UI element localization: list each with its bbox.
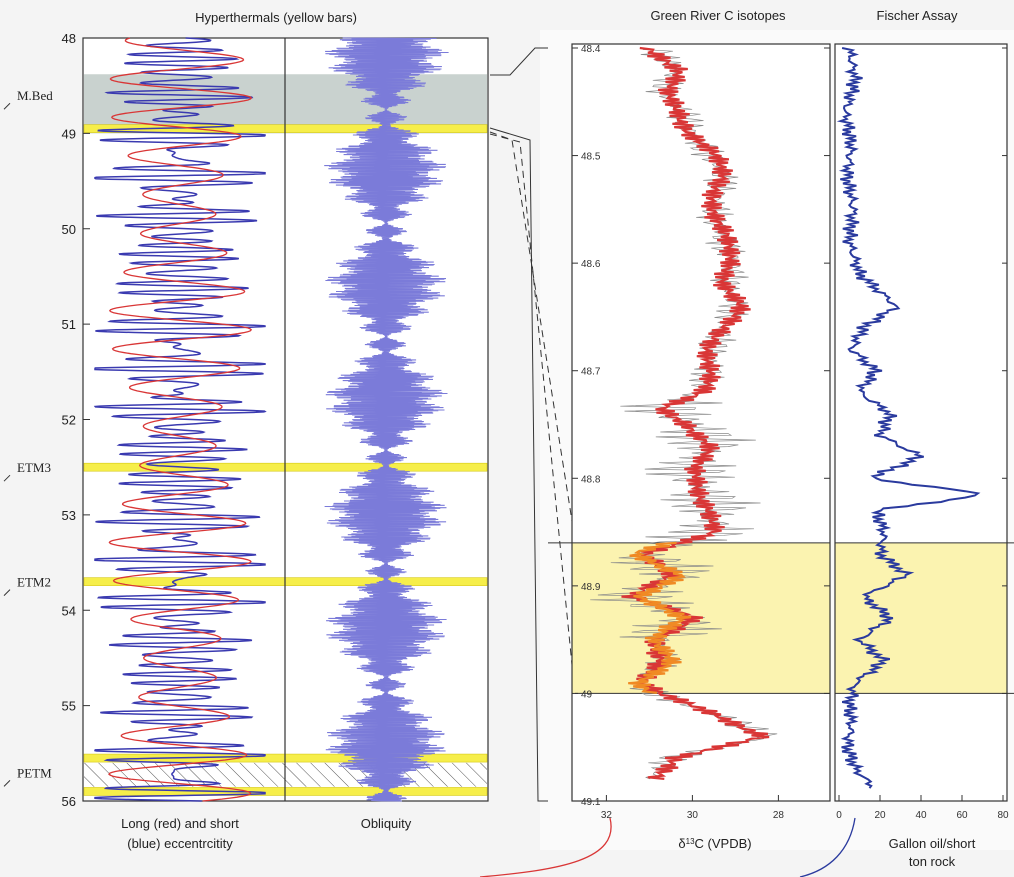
event-marker xyxy=(3,780,11,787)
isotope-smoothed-series xyxy=(621,46,770,780)
connector-dashed-2 xyxy=(489,133,576,696)
event-marker xyxy=(3,589,11,596)
age-tick-label: 56 xyxy=(62,794,76,809)
fischer-panel: 0 20 40 60 80 Gallon oil/short ton rock xyxy=(834,43,1014,869)
left-age-axis: 48 49 50 51 52 53 54 55 56 xyxy=(62,31,90,809)
obliquity-xlabel: Obliquity xyxy=(361,816,412,831)
connector-dashed-1 xyxy=(489,131,576,541)
isotope-age-label: 48.9 xyxy=(581,582,601,593)
age-tick-label: 53 xyxy=(62,508,76,523)
fischer-series xyxy=(836,47,981,789)
fischer-xlabel-line2: ton rock xyxy=(909,854,956,869)
isotope-x-axis: 32 30 28 xyxy=(601,795,785,821)
fischer-x-axis: 0 20 40 60 80 xyxy=(836,795,1009,821)
isotope-panel-title: Green River C isotopes xyxy=(650,8,786,23)
event-labels: M.Bed ETM3 ETM2 PETM xyxy=(3,88,53,787)
fischer-line xyxy=(836,47,981,789)
obliquity-line xyxy=(324,37,449,802)
fischer-xlabel-line1: Gallon oil/short xyxy=(889,836,976,851)
isotope-age-label: 48.6 xyxy=(581,259,601,270)
isotope-xlabel: δ13C (VPDB) xyxy=(678,836,751,851)
fischer-x-label: 40 xyxy=(915,810,927,821)
age-tick-label: 55 xyxy=(62,699,76,714)
short-eccentricity-line xyxy=(93,37,267,802)
eccentricity-curves xyxy=(93,37,267,802)
fischer-highlight-band xyxy=(835,542,1014,694)
fischer-panel-title: Fischer Assay xyxy=(877,8,958,23)
isotope-band-segment xyxy=(628,541,692,694)
isotope-age-axis: 48.4 48.5 48.6 48.7 48.8 48.9 49 49.1 xyxy=(572,44,830,808)
correlation-connectors xyxy=(489,47,576,802)
fischer-x-label: 80 xyxy=(997,810,1009,821)
decorative-blue-swoosh xyxy=(799,817,856,877)
fischer-x-label: 20 xyxy=(874,810,886,821)
event-label: PETM xyxy=(17,765,52,780)
fischer-x-label: 60 xyxy=(956,810,968,821)
decorative-red-swoosh xyxy=(479,817,612,877)
obliquity-curve xyxy=(324,37,449,802)
event-marker xyxy=(3,102,11,110)
connector-bottom xyxy=(489,127,548,802)
isotope-smoothed-line xyxy=(621,46,770,780)
age-tick-label: 51 xyxy=(62,317,76,332)
fischer-yellow-band xyxy=(835,542,1007,694)
left-panel: 48 49 50 51 52 53 54 55 56 M.Bed ETM3 ETM2 PETM Lon… xyxy=(3,31,489,851)
age-tick-label: 50 xyxy=(62,222,76,237)
age-tick-label: 48 xyxy=(62,31,76,46)
isotope-panel: 48.4 48.5 48.6 48.7 48.8 48.9 49 49.1 32 30 28 δ1… xyxy=(548,43,831,851)
connector-top xyxy=(490,47,548,76)
long-eccentricity-line xyxy=(108,37,253,802)
event-marker xyxy=(3,474,11,482)
isotope-age-label: 48.5 xyxy=(581,152,601,163)
isotope-age-label: 48.8 xyxy=(581,474,601,485)
fischer-x-label: 0 xyxy=(836,810,842,821)
isotope-x-label: 30 xyxy=(687,810,699,821)
isotope-x-label: 28 xyxy=(773,810,785,821)
left-panel-title: Hyperthermals (yellow bars) xyxy=(195,10,357,25)
isotope-age-label: 48.4 xyxy=(581,44,601,55)
eccentricity-xlabel-line1: Long (red) and short xyxy=(121,816,239,831)
isotope-age-label: 49.1 xyxy=(581,797,601,808)
isotope-panel-frame xyxy=(571,43,831,802)
isotope-age-label: 49 xyxy=(581,689,593,700)
eccentricity-xlabel-line2: (blue) eccentrcitity xyxy=(127,836,233,851)
isotope-x-label: 32 xyxy=(601,810,613,821)
isotope-age-label: 48.7 xyxy=(581,367,601,378)
event-label: ETM2 xyxy=(17,575,51,590)
age-tick-label: 49 xyxy=(62,126,76,141)
age-tick-label: 54 xyxy=(62,603,76,618)
age-tick-label: 52 xyxy=(62,413,76,428)
event-label: M.Bed xyxy=(17,88,53,103)
event-label: ETM3 xyxy=(17,460,51,475)
